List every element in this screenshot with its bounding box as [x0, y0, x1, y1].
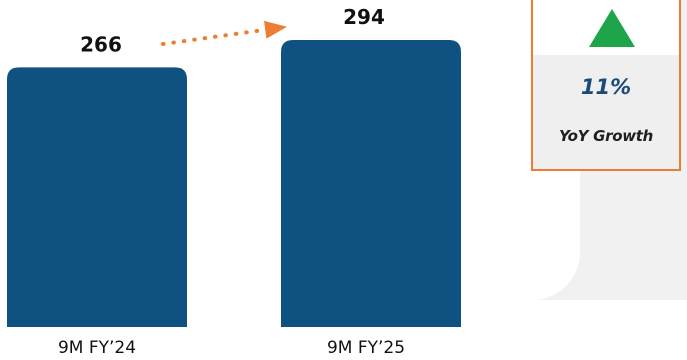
- growth-label: YoY Growth: [558, 127, 654, 145]
- up-triangle-icon: [589, 9, 635, 47]
- data-label-1: 266: [80, 32, 122, 56]
- growth-percentage: 11%: [580, 75, 632, 99]
- category-label-1: 9M FY’24: [58, 338, 136, 358]
- growth-card: 11% YoY Growth: [531, 0, 681, 171]
- data-label-2: 294: [343, 5, 385, 29]
- growth-card-body: 11% YoY Growth: [533, 55, 679, 169]
- trend-arrow: [161, 20, 287, 46]
- bar-1: [7, 67, 187, 327]
- category-label-2: 9M FY’25: [327, 338, 405, 358]
- bar-2: [281, 40, 461, 327]
